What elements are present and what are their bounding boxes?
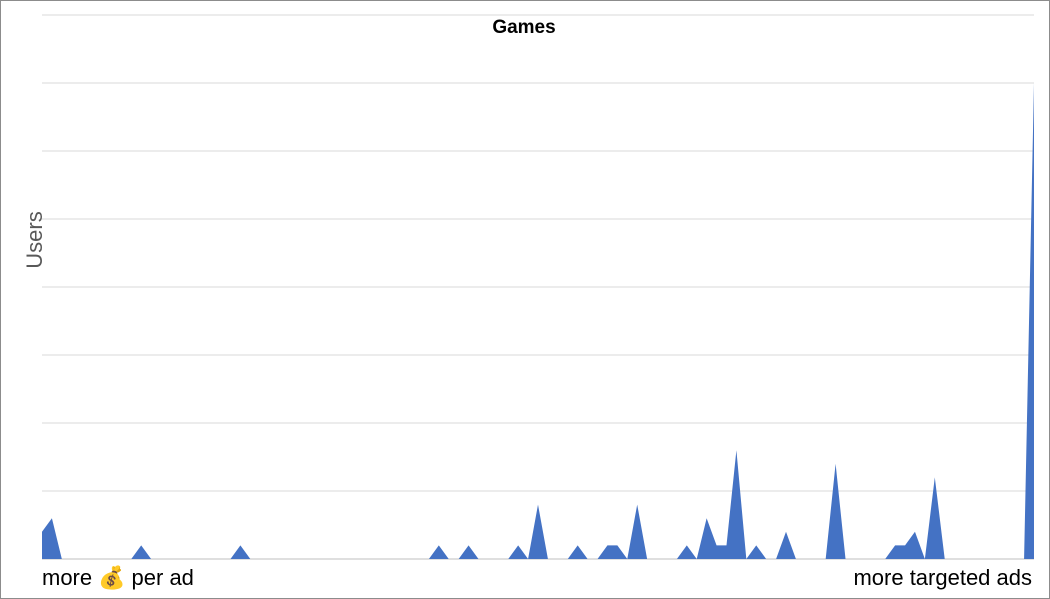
- chart-title: Games: [492, 17, 555, 38]
- y-axis-label: Users: [22, 211, 47, 268]
- money-bag-icon: 💰: [98, 565, 125, 591]
- x-left-suffix: per ad: [132, 565, 194, 590]
- users-area-series: [42, 83, 1034, 559]
- gridlines: [42, 14, 1034, 560]
- x-axis-left-label: more 💰 per ad: [42, 565, 194, 591]
- x-axis-right-label: more targeted ads: [853, 565, 1032, 590]
- x-left-text: more: [42, 565, 92, 590]
